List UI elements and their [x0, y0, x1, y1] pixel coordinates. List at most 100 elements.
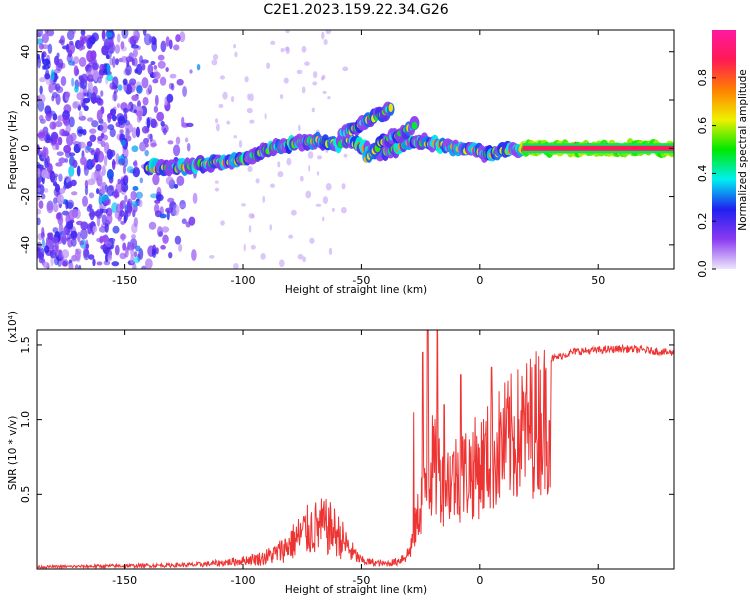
noise-blob	[40, 231, 45, 239]
snr-series-line	[37, 330, 674, 569]
noise-blob	[138, 199, 143, 208]
noise-blob	[100, 140, 106, 148]
noise-blob	[343, 153, 348, 158]
noise-blob	[78, 56, 87, 68]
noise-blob	[172, 204, 180, 216]
noise-blob	[71, 208, 79, 219]
x-tick-label: 0	[476, 274, 483, 287]
noise-blob	[61, 249, 70, 259]
noise-blob	[37, 38, 44, 45]
noise-blob	[42, 64, 50, 70]
noise-blob	[173, 44, 180, 51]
noise-blob	[132, 185, 139, 191]
noise-blob	[111, 261, 120, 267]
noise-blob	[79, 87, 84, 97]
noise-blob	[270, 183, 276, 188]
y-tick-label: 20	[19, 93, 32, 107]
noise-blob	[260, 252, 266, 260]
noise-blob	[106, 54, 110, 60]
noise-blob	[116, 103, 120, 109]
noise-blob	[91, 158, 96, 167]
noise-blob	[179, 31, 186, 43]
lower-branch-core	[411, 121, 418, 130]
noise-blob	[46, 132, 50, 141]
noise-blob	[151, 36, 157, 46]
colorbar-label: Normalized spectral amplitude	[737, 69, 749, 230]
noise-blob	[71, 77, 75, 87]
colorbar-tick-label: 0.6	[696, 117, 709, 135]
y-tick-label: 0.5	[19, 486, 32, 504]
noise-blob	[312, 71, 318, 79]
noise-blob	[38, 252, 45, 260]
noise-blob	[41, 33, 49, 42]
noise-blob	[95, 208, 103, 219]
noise-blob	[178, 244, 183, 252]
noise-blob	[325, 30, 332, 35]
noise-blob	[230, 95, 235, 103]
noise-blob	[80, 30, 86, 36]
noise-blob	[42, 146, 47, 159]
noise-blob	[161, 226, 170, 233]
noise-blob	[219, 75, 226, 80]
noise-blob	[83, 249, 90, 261]
noise-blob	[269, 224, 273, 231]
noise-blob	[103, 155, 108, 167]
noise-blob	[301, 45, 307, 53]
noise-blob	[133, 251, 138, 258]
noise-blob	[317, 155, 323, 160]
snr-x-axis: -150 -100 -50 0 50	[112, 330, 605, 587]
noise-blob	[279, 93, 284, 100]
noise-blob	[153, 65, 158, 70]
noise-blob	[106, 185, 114, 197]
noise-blob	[58, 222, 64, 235]
noise-blob	[299, 175, 304, 182]
noise-blob	[59, 187, 66, 194]
noise-blob	[86, 145, 91, 151]
noise-blob	[118, 158, 126, 166]
noise-blob	[315, 203, 322, 207]
noise-blob	[181, 218, 187, 225]
noise-blob	[279, 259, 285, 268]
noise-blob	[277, 161, 281, 168]
noise-blob	[99, 121, 108, 134]
noise-blob	[67, 181, 73, 188]
noise-blob	[157, 54, 165, 61]
noise-blob	[52, 113, 58, 121]
steady-band-core	[522, 145, 674, 151]
noise-blob	[214, 180, 219, 184]
noise-blob	[79, 156, 87, 166]
noise-blob	[107, 124, 115, 131]
noise-blob	[128, 82, 136, 93]
noise-blob	[132, 209, 136, 218]
noise-blob	[105, 32, 113, 38]
snr-x-label: Height of straight line (km)	[285, 584, 427, 596]
noise-blob	[112, 225, 120, 234]
noise-blob	[176, 175, 185, 187]
noise-blob	[167, 140, 174, 145]
noise-blob	[44, 73, 51, 80]
noise-blob	[89, 128, 97, 134]
noise-blob	[191, 249, 197, 261]
noise-blob	[81, 102, 86, 108]
noise-blob	[112, 114, 117, 122]
noise-blob	[124, 194, 128, 203]
noise-blob	[148, 85, 152, 91]
noise-blob	[182, 86, 188, 97]
noise-blob	[246, 107, 253, 114]
noise-blob	[220, 220, 225, 226]
noise-blob	[49, 121, 56, 130]
noise-blob	[106, 169, 114, 180]
noise-blob	[136, 85, 143, 94]
noise-blob	[56, 151, 64, 156]
noise-blob	[309, 237, 315, 244]
noise-blob	[82, 97, 91, 104]
colorbar-ticks: 0.0 0.2 0.4 0.6 0.8	[696, 69, 716, 278]
noise-blob	[115, 58, 119, 66]
noise-blob	[144, 258, 153, 269]
noise-blob	[76, 126, 84, 137]
noise-blob	[159, 76, 167, 86]
noise-blob	[262, 195, 266, 203]
colorbar-tick-label: 0.0	[696, 260, 709, 278]
noise-blob	[158, 231, 164, 237]
noise-blob	[123, 174, 129, 182]
